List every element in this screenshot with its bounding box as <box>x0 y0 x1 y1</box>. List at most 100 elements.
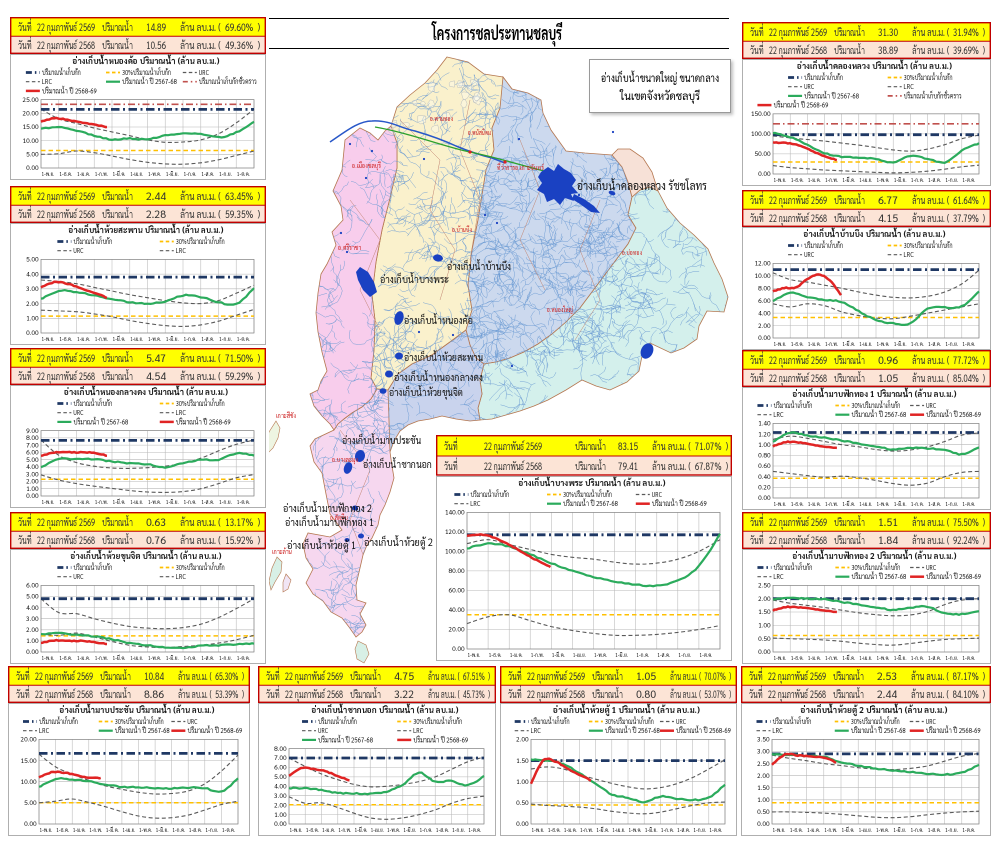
svg-text:URC: URC <box>804 249 814 259</box>
svg-text:1-ม.ค.: 1-ม.ค. <box>77 499 90 506</box>
svg-text:ปริมาณน้ำ ปี 2568-69: ปริมาณน้ำ ปี 2568-69 <box>926 409 981 419</box>
svg-text:URC: URC <box>73 571 83 581</box>
svg-text:ปริมาณน้ำ ปี 2567-68: ปริมาณน้ำ ปี 2567-68 <box>73 416 128 426</box>
svg-text:ล้าน ลบ.ม. ( 59.35% ): ล้าน ลบ.ม. ( 59.35% ) <box>180 208 260 221</box>
svg-text:ปริมาณน้ำ: ปริมาณน้ำ <box>102 369 133 383</box>
svg-text:อ.พานทอง: อ.พานทอง <box>429 114 453 123</box>
svg-text:ล้าน ลบ.ม. ( 63.45% ): ล้าน ลบ.ม. ( 63.45% ) <box>180 190 260 203</box>
svg-text:0.00: 0.00 <box>274 819 287 828</box>
svg-text:22 กุมภาพันธ์ 2568: 22 กุมภาพันธ์ 2568 <box>769 211 827 226</box>
svg-text:22 กุมภาพันธ์ 2569: 22 กุมภาพันธ์ 2569 <box>37 20 95 35</box>
svg-text:1-มี.ค.: 1-มี.ค. <box>113 334 126 343</box>
svg-text:1-ต.ค.: 1-ต.ค. <box>237 336 250 343</box>
svg-text:1-มี.ค.: 1-มี.ค. <box>842 499 855 508</box>
svg-text:0.63: 0.63 <box>146 516 166 529</box>
svg-text:อ่างเก็บน้ำห้วยสะพาน ปริมาณน้ำ: อ่างเก็บน้ำห้วยสะพาน ปริมาณน้ำ (ล้าน ลบ.… <box>69 223 225 236</box>
svg-text:7.00: 7.00 <box>274 753 287 762</box>
svg-text:1-ก.ย.: 1-ก.ย. <box>219 336 232 343</box>
svg-text:1-ก.พ.: 1-ก.พ. <box>825 341 838 348</box>
svg-text:30%ปริมาณน้ำเก็บกัก: 30%ปริมาณน้ำเก็บกัก <box>851 400 900 410</box>
svg-text:30%ปริมาณน้ำเก็บกัก: 30%ปริมาณน้ำเก็บกัก <box>851 562 900 572</box>
svg-text:1-พ.ย.: 1-พ.ย. <box>40 827 53 834</box>
svg-text:1-พ.ย.: 1-พ.ย. <box>468 652 481 659</box>
svg-text:1-ก.ย.: 1-ก.ย. <box>219 171 232 178</box>
svg-text:URC: URC <box>804 81 814 91</box>
svg-text:อ.เมืองชลบุรี: อ.เมืองชลบุรี <box>351 160 382 171</box>
svg-text:อ่างเก็บน้ำห้วยตู้ 2: อ่างเก็บน้ำห้วยตู้ 2 <box>364 535 433 550</box>
svg-text:ปริมาณน้ำ ปี 2568-69: ปริมาณน้ำ ปี 2568-69 <box>176 416 231 426</box>
svg-text:1-ส.ค.: 1-ส.ค. <box>201 336 214 343</box>
svg-text:วันที่: วันที่ <box>16 666 30 683</box>
svg-text:30%ปริมาณน้ำเก็บกัก: 30%ปริมาณน้ำเก็บกัก <box>605 716 654 726</box>
svg-text:อ่างเก็บน้ำบ้านบึง ปริมาณน้ำ (: อ่างเก็บน้ำบ้านบึง ปริมาณน้ำ (ล้าน ลบ.ม.… <box>804 227 947 240</box>
svg-text:ปริมาณน้ำ ปี 2568-69: ปริมาณน้ำ ปี 2568-69 <box>42 85 97 95</box>
svg-text:LRC: LRC <box>773 725 783 735</box>
svg-text:URC: URC <box>652 489 662 499</box>
svg-text:1-ก.ย.: 1-ก.ย. <box>945 177 958 184</box>
svg-text:อ่างเก็บน้ำชากนอก ปริมาณน้ำ (ล: อ่างเก็บน้ำชากนอก ปริมาณน้ำ (ล้าน ลบ.ม.) <box>312 703 460 716</box>
svg-text:0.00: 0.00 <box>452 644 465 653</box>
svg-text:ปริมาณน้ำ: ปริมาณน้ำ <box>102 207 133 221</box>
svg-text:ปริมาณน้ำ ปี 2568-69: ปริมาณน้ำ ปี 2568-69 <box>652 498 707 508</box>
svg-text:1-พ.ค.: 1-พ.ค. <box>148 499 161 506</box>
svg-text:1-พ.ค.: 1-พ.ค. <box>594 652 607 659</box>
svg-text:1.00: 1.00 <box>26 484 39 493</box>
svg-text:อ่างเก็บน้ำห้วยตู้ 2 ปริมาณน้ำ: อ่างเก็บน้ำห้วยตู้ 2 ปริมาณน้ำ (ล้าน ลบ.… <box>801 703 949 716</box>
svg-text:1-มี.ค.: 1-มี.ค. <box>113 169 126 178</box>
svg-text:2.00: 2.00 <box>757 321 771 330</box>
svg-text:1-ธ.ค.: 1-ธ.ค. <box>790 827 803 834</box>
svg-text:1-ต.ค.: 1-ต.ค. <box>962 501 975 508</box>
svg-text:1-ธ.ค.: 1-ธ.ค. <box>791 341 804 348</box>
svg-text:วันที่: วันที่ <box>750 530 764 547</box>
svg-text:1-พ.ค.: 1-พ.ค. <box>877 655 890 662</box>
svg-text:1.50: 1.50 <box>516 756 529 765</box>
svg-text:URC: URC <box>318 725 328 735</box>
svg-text:20.00: 20.00 <box>21 109 39 118</box>
svg-text:อ่างเก็บน้ำคลองหลวง รัชชโลทร: อ่างเก็บน้ำคลองหลวง รัชชโลทร <box>577 177 707 193</box>
svg-text:อ่างเก็บน้ำห้วยขุนจิต: อ่างเก็บน้ำห้วยขุนจิต <box>389 385 463 400</box>
svg-text:วันที่: วันที่ <box>508 684 522 701</box>
svg-text:1-พ.ค.: 1-พ.ค. <box>877 177 890 184</box>
svg-text:ปริมาณน้ำ ปี 2567-68: ปริมาณน้ำ ปี 2567-68 <box>851 571 906 581</box>
svg-text:22 กุมภาพันธ์ 2568: 22 กุมภาพันธ์ 2568 <box>484 459 542 474</box>
svg-text:วันที่: วันที่ <box>444 436 458 453</box>
svg-text:1-พ.ย.: 1-พ.ย. <box>42 336 55 343</box>
svg-text:ปริมาณน้ำเก็บกัก: ปริมาณน้ำเก็บกัก <box>773 400 812 410</box>
svg-text:20.00: 20.00 <box>19 735 37 744</box>
svg-text:1-เม.ย.: 1-เม.ย. <box>130 336 143 343</box>
svg-text:ล้าน ลบ.ม. ( 75.50% ): ล้าน ลบ.ม. ( 75.50% ) <box>912 516 985 529</box>
svg-text:ปริมาณน้ำ: ปริมาณน้ำ <box>100 669 131 683</box>
svg-text:22 กุมภาพันธ์ 2568: 22 กุมภาพันธ์ 2568 <box>37 207 95 222</box>
svg-text:4.00: 4.00 <box>26 603 39 612</box>
svg-text:1-เม.ย.: 1-เม.ย. <box>859 341 872 348</box>
svg-text:4.75: 4.75 <box>394 670 414 683</box>
svg-text:1-ต.ค.: 1-ต.ค. <box>468 827 481 834</box>
svg-text:ปริมาณน้ำ: ปริมาณน้ำ <box>834 43 865 57</box>
svg-text:1-ก.ย.: 1-ก.ย. <box>219 655 232 662</box>
svg-text:อ่างเก็บน้ำหนองค้อ ปริมาณน้ำ (: อ่างเก็บน้ำหนองค้อ ปริมาณน้ำ (ล้าน ลบ.ม.… <box>73 54 221 67</box>
svg-text:URC: URC <box>676 716 686 726</box>
svg-text:100.00: 100.00 <box>445 547 465 556</box>
svg-text:2.00: 2.00 <box>25 299 39 308</box>
svg-text:0.00: 0.00 <box>758 333 771 342</box>
svg-text:5.47: 5.47 <box>146 352 166 365</box>
svg-text:วันที่: วันที่ <box>750 208 764 225</box>
svg-text:ล้าน ลบ.ม. ( 49.36% ): ล้าน ลบ.ม. ( 49.36% ) <box>180 39 260 52</box>
svg-text:1-ต.ค.: 1-ต.ค. <box>962 177 975 184</box>
svg-text:1-ก.พ.: 1-ก.พ. <box>95 171 108 178</box>
svg-text:อ.พนัสนิคม: อ.พนัสนิคม <box>467 128 491 137</box>
svg-text:ปริมาณน้ำ ปี 2568-69: ปริมาณน้ำ ปี 2568-69 <box>676 725 731 735</box>
svg-text:22 กุมภาพันธ์ 2569: 22 กุมภาพันธ์ 2569 <box>769 25 827 40</box>
svg-text:ปริมาณน้ำเก็บกัก: ปริมาณน้ำเก็บกัก <box>73 236 112 246</box>
svg-text:ปริมาณน้ำเก็บกัก: ปริมาณน้ำเก็บกัก <box>73 562 112 572</box>
svg-text:1-มิ.ย.: 1-มิ.ย. <box>894 653 907 662</box>
svg-text:ปริมาณน้ำ ปี 2567-68: ปริมาณน้ำ ปี 2567-68 <box>804 90 859 100</box>
svg-text:ปริมาณน้ำ: ปริมาณน้ำ <box>102 20 133 34</box>
svg-text:1.00: 1.00 <box>758 440 771 449</box>
svg-text:22 กุมภาพันธ์ 2569: 22 กุมภาพันธ์ 2569 <box>285 669 343 684</box>
svg-text:30%ปริมาณน้ำเก็บกัก: 30%ปริมาณน้ำเก็บกัก <box>115 716 164 726</box>
svg-text:อ่างเก็บน้ำบางพระ: อ่างเก็บน้ำบางพระ <box>380 272 449 286</box>
svg-text:1.50: 1.50 <box>758 607 771 616</box>
svg-text:ที่ว่าการอ.เกาะจันทร์: ที่ว่าการอ.เกาะจันทร์ <box>497 161 545 172</box>
svg-text:วันที่: วันที่ <box>750 22 764 39</box>
